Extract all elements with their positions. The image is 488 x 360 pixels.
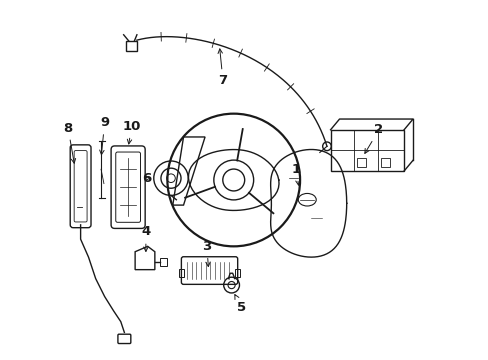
- Text: 6: 6: [142, 172, 151, 185]
- Bar: [179, 269, 184, 277]
- Bar: [126, 41, 137, 51]
- Text: 8: 8: [63, 122, 76, 163]
- Text: 10: 10: [122, 120, 141, 144]
- Bar: [234, 269, 239, 277]
- Text: 1: 1: [291, 163, 301, 185]
- Text: 2: 2: [364, 123, 383, 153]
- Text: 4: 4: [141, 225, 150, 251]
- Bar: [356, 158, 365, 167]
- Text: 3: 3: [202, 240, 211, 266]
- Bar: [381, 158, 389, 167]
- Text: 9: 9: [100, 116, 109, 155]
- Text: 5: 5: [234, 294, 245, 314]
- Text: 7: 7: [218, 49, 227, 87]
- Bar: [160, 258, 166, 266]
